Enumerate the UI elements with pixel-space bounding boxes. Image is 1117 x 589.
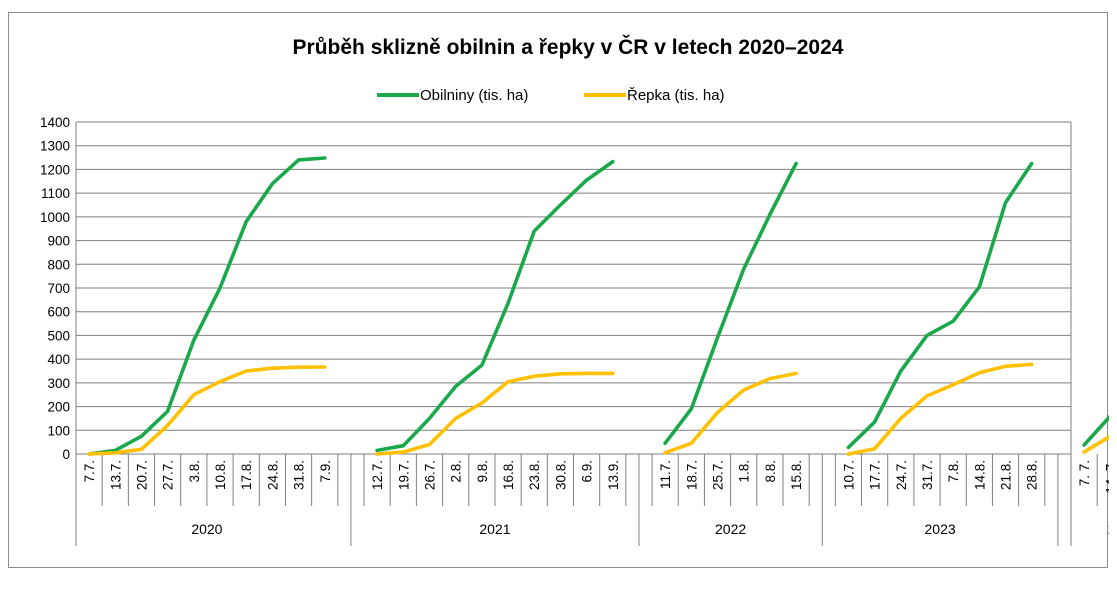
series-line-repka-2023 [846, 362, 1034, 456]
year-label: 2022 [715, 521, 746, 537]
x-tick-label: 3.8. [187, 460, 202, 483]
series-line-repka-2021 [375, 371, 615, 456]
y-tick-label: 900 [47, 234, 70, 249]
y-tick-label: 1000 [40, 210, 70, 225]
x-tick-label: 10.7. [841, 460, 856, 490]
x-tick-label: 14.8. [972, 460, 987, 490]
y-axis-ticks: 0 100 200 300 400 500 600 700 800 900 1000 1100 1200… [40, 115, 70, 462]
x-tick-label: 11.7. [658, 460, 673, 489]
chart-title: Průběh sklizně obilnin a řepky v ČR v le… [293, 35, 844, 59]
legend-label-repka: Řepka (tis. ha) [627, 87, 725, 104]
x-tick-label: 1.8. [737, 460, 752, 483]
x-tick-label: 12.7. [370, 460, 385, 490]
x-tick-label: 2.8. [449, 460, 464, 483]
y-tick-label: 400 [47, 352, 70, 367]
x-tick-label: 18.7. [684, 460, 699, 490]
year-label: 2021 [479, 521, 510, 537]
year-label: 2024 [1108, 521, 1109, 537]
y-tick-label: 800 [47, 257, 70, 272]
x-tick-label: 24.8. [265, 460, 280, 490]
y-tick-label: 600 [47, 305, 70, 320]
y-tick-label: 200 [47, 400, 70, 415]
series-lines [87, 156, 1109, 456]
series-line-obilniny-2021 [375, 159, 615, 453]
x-tick-label: 9.8. [475, 460, 490, 483]
series-line-repka-2022 [663, 371, 798, 455]
x-tick-label: 13.9. [606, 460, 621, 490]
y-tick-label: 700 [47, 281, 70, 296]
legend-label-obilniny: Obilniny (tis. ha) [420, 87, 528, 104]
year-label: 2020 [191, 521, 222, 537]
x-tick-label: 31.8. [292, 460, 307, 490]
series-line-repka-2020 [87, 365, 327, 456]
y-tick-label: 1100 [41, 186, 70, 201]
x-tick-label: 7.8. [946, 460, 961, 483]
x-tick-label: 20.7. [134, 460, 149, 490]
x-tick-label: 25.7. [711, 460, 726, 490]
x-tick-label: 19.7. [396, 460, 411, 490]
x-tick-label: 30.8. [553, 460, 568, 490]
x-tick-label: 6.9. [580, 460, 595, 483]
x-tick-label: 31.7. [920, 460, 935, 490]
y-tick-label: 0 [62, 447, 70, 462]
line-chart: Průběh sklizně obilnin a řepky v ČR v le… [40, 35, 1109, 546]
x-tick-label: 28.8. [1025, 460, 1040, 490]
category-axis: 7.7. 13.7. 20.7. 27.7. 3.8. 10.8. 17.8. 24.8. 31… [75, 453, 1109, 546]
series-line-repka-2024 [1082, 434, 1109, 454]
x-tick-label: 24.7. [894, 460, 909, 490]
y-tick-label: 1200 [40, 162, 70, 177]
x-tick-label: 8.8. [763, 460, 778, 483]
chart-frame: Průběh sklizně obilnin a řepky v ČR v le… [8, 12, 1109, 568]
year-label: 2023 [925, 521, 956, 537]
series-line-obilniny-2024 [1082, 414, 1109, 447]
x-tick-label: 21.8. [999, 460, 1014, 490]
x-tick-label: 10.8. [213, 460, 228, 490]
series-line-obilniny-2023 [846, 161, 1034, 450]
y-tick-label: 1400 [40, 115, 70, 130]
x-tick-label: 7.7. [82, 460, 97, 483]
series-line-obilniny-2020 [87, 156, 327, 456]
x-tick-label: 15.8. [789, 460, 804, 490]
x-tick-label: 7.9. [318, 460, 333, 483]
x-tick-label: 17.7. [868, 460, 883, 490]
x-tick-label: 26.7. [422, 460, 437, 490]
y-tick-label: 300 [47, 376, 70, 391]
x-tick-label: 17.8. [239, 460, 254, 490]
x-tick-label: 16.8. [501, 460, 516, 490]
chart-legend: Obilniny (tis. ha) Řepka (tis. ha) [377, 87, 725, 104]
y-tick-label: 1300 [40, 139, 70, 154]
y-tick-label: 500 [47, 328, 70, 343]
x-tick-label: 7. 7. [1077, 460, 1092, 486]
x-tick-label: 23.8. [527, 460, 542, 490]
x-tick-label: 27.7. [161, 460, 176, 490]
x-tick-label: 14. 7. [1103, 460, 1109, 494]
grid-lines [75, 121, 1072, 455]
y-tick-label: 100 [47, 423, 70, 438]
series-line-obilniny-2022 [663, 161, 798, 446]
x-tick-label: 13.7. [108, 460, 123, 490]
